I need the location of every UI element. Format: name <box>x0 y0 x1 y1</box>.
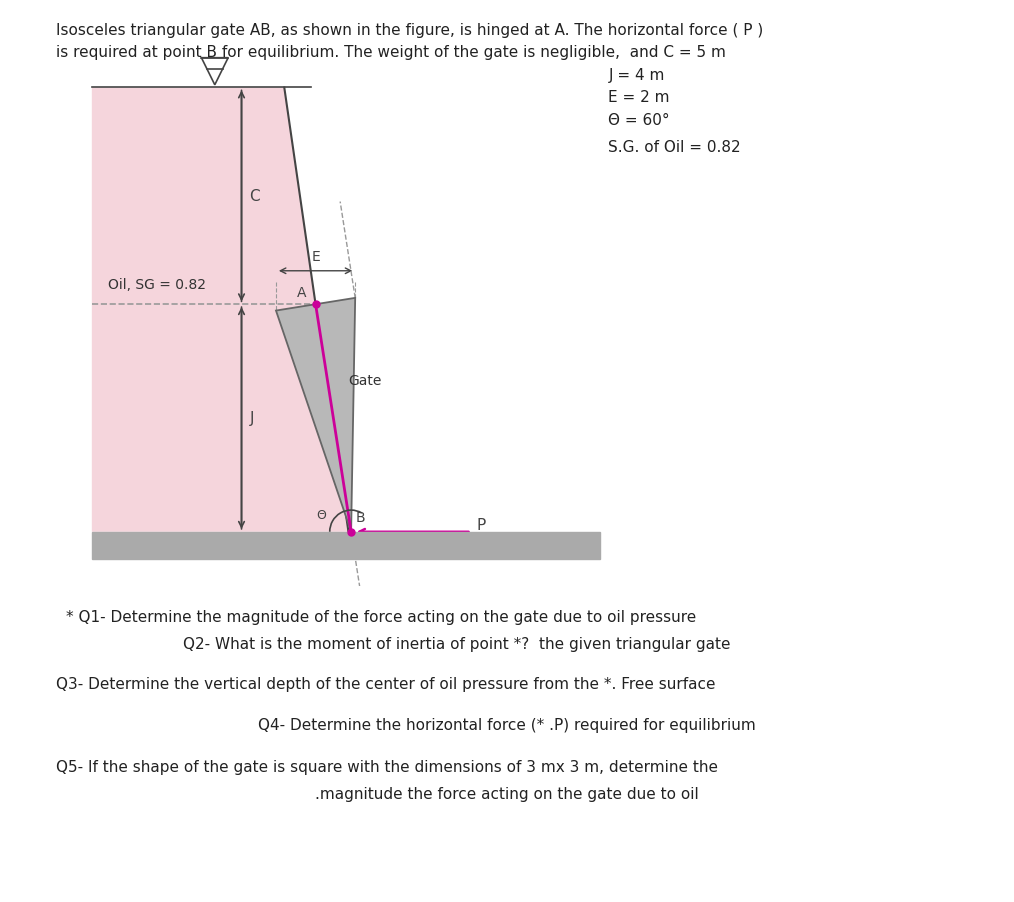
Text: E = 2 m: E = 2 m <box>608 90 670 106</box>
Text: Isosceles triangular gate AB, as shown in the figure, is hinged at A. The horizo: Isosceles triangular gate AB, as shown i… <box>56 23 763 38</box>
Bar <box>92 532 599 559</box>
Text: B: B <box>355 511 365 524</box>
Text: Gate: Gate <box>348 373 381 388</box>
Text: Q3- Determine the vertical depth of the center of oil pressure from the *. Free : Q3- Determine the vertical depth of the … <box>56 676 715 692</box>
Text: P: P <box>477 518 486 532</box>
Text: J = 4 m: J = 4 m <box>608 68 665 83</box>
Text: Θ: Θ <box>316 509 327 521</box>
Text: .magnitude the force acting on the gate due to oil: .magnitude the force acting on the gate … <box>315 787 699 802</box>
Polygon shape <box>276 299 355 532</box>
Text: S.G. of Oil = 0.82: S.G. of Oil = 0.82 <box>608 140 741 155</box>
Text: J: J <box>249 411 255 426</box>
Text: Q4- Determine the horizontal force (* .P) required for equilibrium: Q4- Determine the horizontal force (* .P… <box>259 717 755 732</box>
Text: C: C <box>249 189 261 204</box>
Text: Θ = 60°: Θ = 60° <box>608 113 670 128</box>
Text: * Q1- Determine the magnitude of the force acting on the gate due to oil pressur: * Q1- Determine the magnitude of the for… <box>66 609 697 624</box>
Polygon shape <box>92 88 349 532</box>
Text: Oil, SG = 0.82: Oil, SG = 0.82 <box>107 278 206 291</box>
Text: Q2- What is the moment of inertia of point *?  the given triangular gate: Q2- What is the moment of inertia of poi… <box>183 636 730 651</box>
Text: Q5- If the shape of the gate is square with the dimensions of 3 mx 3 m, determin: Q5- If the shape of the gate is square w… <box>56 759 718 775</box>
Text: is required at point B for equilibrium. The weight of the gate is negligible,  a: is required at point B for equilibrium. … <box>56 45 726 60</box>
Text: E: E <box>311 250 320 263</box>
Text: A: A <box>297 286 306 299</box>
